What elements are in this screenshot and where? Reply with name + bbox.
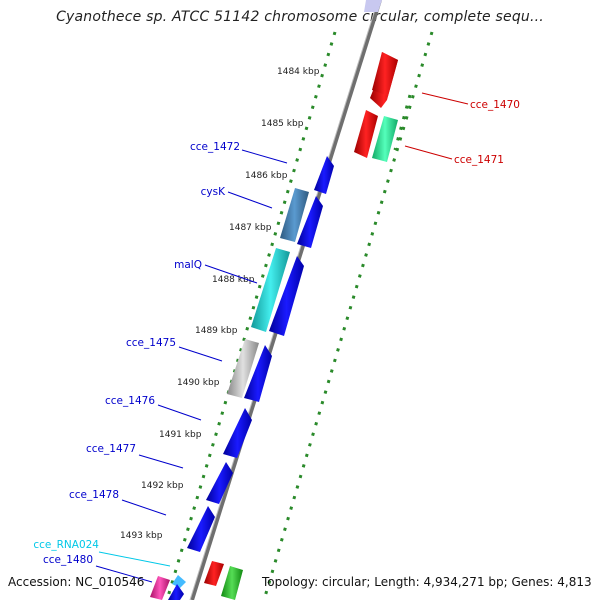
- gc-content-track-left: [165, 31, 337, 600]
- kbp-ticks: 1484 kbp 1485 kbp 1486 kbp 1487 kbp 1488 kbp…: [120, 67, 320, 541]
- callout-line-cce_1470: [421, 92, 469, 105]
- gene-label-cce_1472[interactable]: cce_1472: [190, 141, 240, 153]
- callout-line-cce_1476: [157, 404, 202, 421]
- gene-label-cce_RNA024[interactable]: cce_RNA024: [33, 539, 99, 551]
- gene-cce_1475[interactable]: [227, 339, 259, 398]
- gene-label-cce_1478[interactable]: cce_1478: [69, 489, 119, 501]
- gene-label-cce_1475[interactable]: cce_1475: [126, 337, 176, 349]
- gene-cce_1472[interactable]: [314, 156, 334, 194]
- gene-callouts: cce_1470 cce_1471 cce_1472 cysK malQ cce_1475…: [33, 92, 520, 583]
- gene-label-cce_1480[interactable]: cce_1480: [43, 554, 93, 566]
- callout-line-cce_1477: [138, 454, 184, 469]
- callout-line-cce_1472: [241, 149, 288, 164]
- callout-line-cce_RNA024: [98, 551, 171, 567]
- gene-cce_RNA024[interactable]: [172, 575, 186, 588]
- callout-line-cce_1478: [121, 499, 167, 516]
- gene-red-bottom[interactable]: [204, 561, 224, 586]
- tick-label: 1489 kbp: [195, 326, 238, 336]
- gene-malQ[interactable]: [251, 248, 290, 332]
- gene-cce_1471a[interactable]: [354, 110, 378, 158]
- gene-cce_1476[interactable]: [223, 408, 252, 458]
- tick-label: 1484 kbp: [277, 67, 320, 77]
- callout-line-malQ: [204, 264, 258, 284]
- accession-label: Accession: NC_010546: [8, 575, 145, 589]
- gene-green-bottom[interactable]: [221, 566, 243, 600]
- gene-malQ-partner[interactable]: [269, 256, 304, 336]
- map-title: Cyanothece sp. ATCC 51142 chromosome cir…: [56, 9, 544, 25]
- gene-label-cce_1477[interactable]: cce_1477: [86, 443, 136, 455]
- gene-cysK[interactable]: [280, 188, 309, 242]
- gene-cce_1480[interactable]: [168, 584, 184, 600]
- gene-cce_1480-pink[interactable]: [150, 576, 170, 600]
- gene-cce_1475-partner[interactable]: [244, 345, 272, 402]
- callout-line-cce_1480: [95, 565, 153, 583]
- callout-line-cce_1475: [178, 346, 223, 362]
- tick-label: 1493 kbp: [120, 531, 163, 541]
- gene-label-malQ[interactable]: malQ: [174, 259, 202, 271]
- tick-label: 1490 kbp: [177, 378, 220, 388]
- callout-line-cysK: [227, 191, 273, 209]
- topology-summary: Topology: circular; Length: 4,934,271 bp…: [262, 575, 592, 589]
- gene-cce_1478[interactable]: [187, 506, 215, 552]
- tick-label: 1492 kbp: [141, 481, 184, 491]
- gene-label-cysK[interactable]: cysK: [201, 186, 226, 198]
- tick-label: 1488 kbp: [212, 275, 255, 285]
- gene-cce_1471b[interactable]: [372, 116, 398, 162]
- gene-label-cce_1471[interactable]: cce_1471: [454, 154, 504, 166]
- gene-cce_1477[interactable]: [206, 462, 233, 504]
- tick-label: 1487 kbp: [229, 223, 272, 233]
- tick-label: 1491 kbp: [159, 430, 202, 440]
- gene-label-cce_1470[interactable]: cce_1470: [470, 99, 520, 111]
- gene-partial-top[interactable]: [364, 0, 382, 12]
- tick-label: 1486 kbp: [245, 171, 288, 181]
- callout-line-cce_1471: [404, 145, 453, 160]
- gene-label-cce_1476[interactable]: cce_1476: [105, 395, 155, 407]
- tick-label: 1485 kbp: [261, 119, 304, 129]
- gene-cce_1470-body[interactable]: [372, 52, 398, 96]
- gene-cysK-partner[interactable]: [297, 196, 323, 248]
